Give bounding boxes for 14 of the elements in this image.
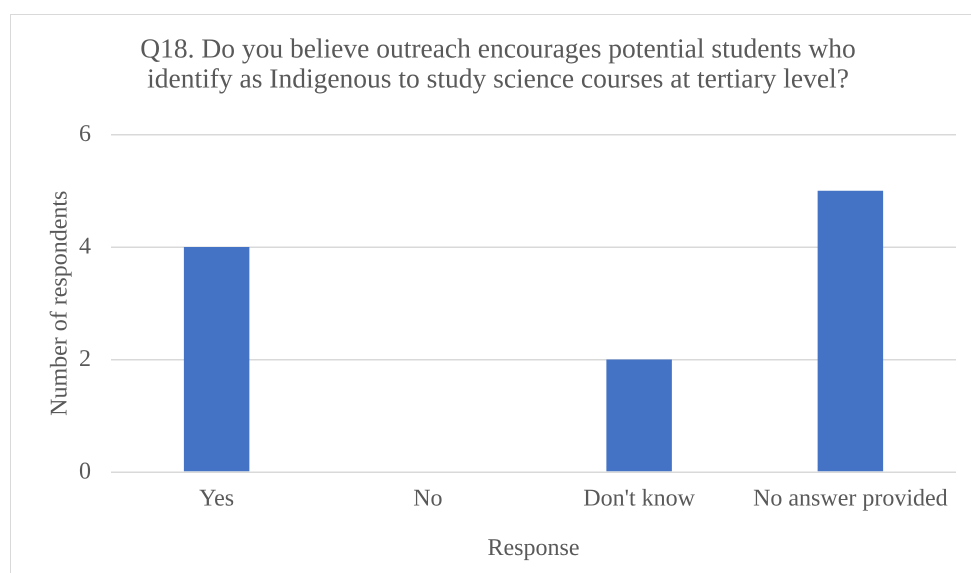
x-tick-label: No answer provided (753, 486, 948, 512)
y-axis-title: Number of respondents (46, 190, 73, 416)
x-tick-label: Yes (199, 486, 234, 512)
bar (184, 247, 250, 472)
chart-title: Q18. Do you believe outreach encourages potential students who identify as Indigenous to study science courses at tertiary level? (140, 32, 856, 94)
x-tick-label: No (413, 486, 443, 512)
bar (606, 360, 672, 472)
bar (818, 190, 884, 472)
y-tick-label: 6 (79, 120, 91, 147)
x-tick-label: Don't know (583, 486, 696, 512)
y-tick-label: 0 (79, 458, 91, 484)
y-tick-label: 4 (79, 233, 91, 260)
x-axis-title: Response (488, 534, 580, 561)
y-tick-label: 2 (79, 346, 91, 372)
